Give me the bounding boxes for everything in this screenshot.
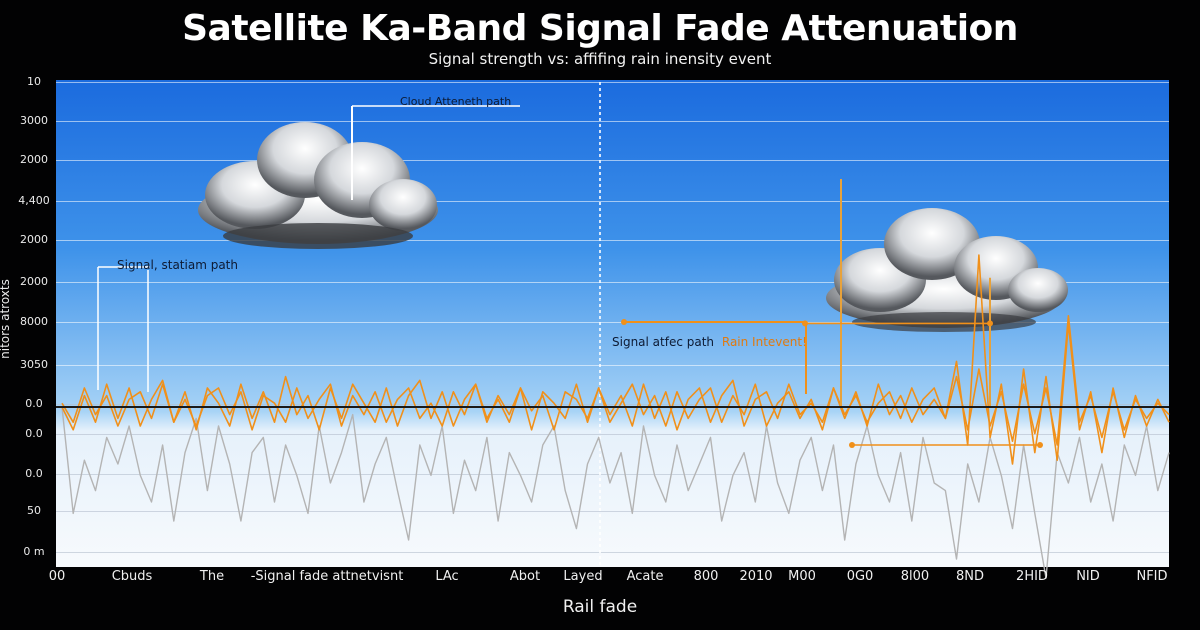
y-tick-label: 0.0 <box>25 427 43 440</box>
cloud-left-icon <box>198 122 438 249</box>
annotation-cloud: Cloud Atteneth path <box>351 95 520 200</box>
chart-subtitle: Signal strength vs: affifing rain inensi… <box>428 50 772 68</box>
y-tick-label: 2000 <box>20 275 48 288</box>
series-line-grey <box>61 406 1170 579</box>
x-tick-label: Layed <box>563 569 603 584</box>
y-tick-label: 50 <box>27 504 41 517</box>
x-tick-label: 0G0 <box>846 569 874 584</box>
series-layer <box>61 179 1170 579</box>
y-tick-label: 0.0 <box>25 467 43 480</box>
chart-title: Satellite Ka-Band Signal Fade Attenuatio… <box>182 8 1018 49</box>
y-tick-label: 2000 <box>20 153 48 166</box>
series-line-orange <box>61 314 1170 446</box>
y-tick-label: 8000 <box>20 315 48 328</box>
svg-text:Signal atfec path Rain I: Signal atfec path Rain Intevent! <box>612 335 807 349</box>
y-tick-label: 0 m <box>23 545 45 558</box>
x-tick-label: 800 <box>693 569 719 584</box>
x-tick-label: 00 <box>48 569 66 584</box>
annotation-signal-path-label: Signal, statiam path <box>117 258 238 272</box>
y-tick-label: 3050 <box>20 358 48 371</box>
x-tick-label: M00 <box>788 569 816 584</box>
y-tick-label: 2000 <box>20 233 48 246</box>
y-tick-label: 10 <box>27 75 41 88</box>
y-tick-label: 3000 <box>20 114 48 127</box>
annotation-rain-event: Signal atfec path Rain Intevent! <box>612 319 807 394</box>
marker-dot <box>1037 442 1043 448</box>
y-tick-label: 4,400 <box>18 194 50 207</box>
x-tick-label: LAc <box>435 569 459 584</box>
y-tick-label: 0.0 <box>25 397 43 410</box>
x-tick-label: NFID <box>1136 569 1168 584</box>
x-tick-label: 8ND <box>955 569 985 584</box>
annotation-cloud-label: Cloud Atteneth path <box>400 95 511 108</box>
y-axis-label: nitors atroxts <box>0 279 12 359</box>
x-tick-label: NID <box>1076 569 1100 584</box>
x-tick-label: -Signal fade attnetvisnt <box>250 569 404 584</box>
series-line-orange <box>61 254 1170 465</box>
x-tick-label: Cbuds <box>111 569 153 584</box>
annotation-signal-path: Signal, statiam path <box>97 258 238 392</box>
annotation-rain-event-label: Signal atfec path <box>612 335 714 349</box>
x-tick-label: The <box>199 569 225 584</box>
marker-dot <box>849 442 855 448</box>
marker-dot <box>987 320 993 327</box>
x-tick-label: 2010 <box>739 569 773 584</box>
annotation-rain-event-highlight: Rain Intevent! <box>722 335 807 349</box>
x-tick-label: 2HID <box>1016 569 1048 584</box>
x-tick-label: Abot <box>509 569 541 584</box>
x-axis-label: Rail fade <box>562 597 638 617</box>
x-tick-label: Acate <box>626 569 664 584</box>
x-tick-label: 8l00 <box>900 569 930 584</box>
